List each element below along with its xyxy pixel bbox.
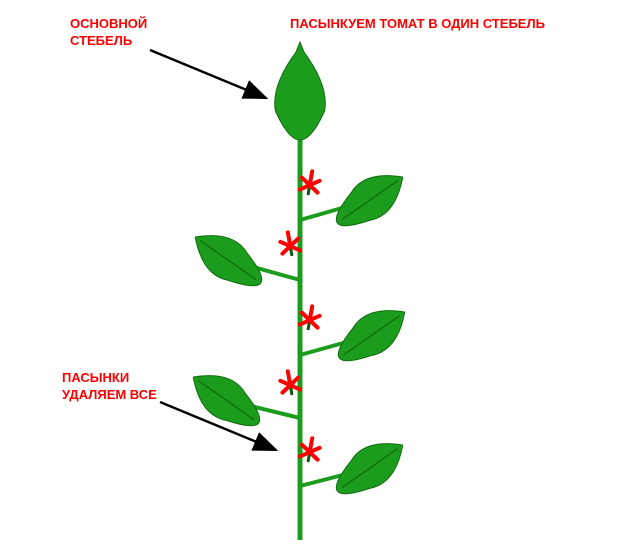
leaf-icon <box>182 361 270 439</box>
leaf-icon <box>184 221 272 299</box>
leaf-icon <box>326 429 414 507</box>
leaf-icon <box>326 161 414 239</box>
plant-diagram <box>0 0 620 546</box>
arrow-icon <box>150 50 266 98</box>
top-bud-icon <box>275 42 326 140</box>
leaf-icon <box>328 296 416 374</box>
